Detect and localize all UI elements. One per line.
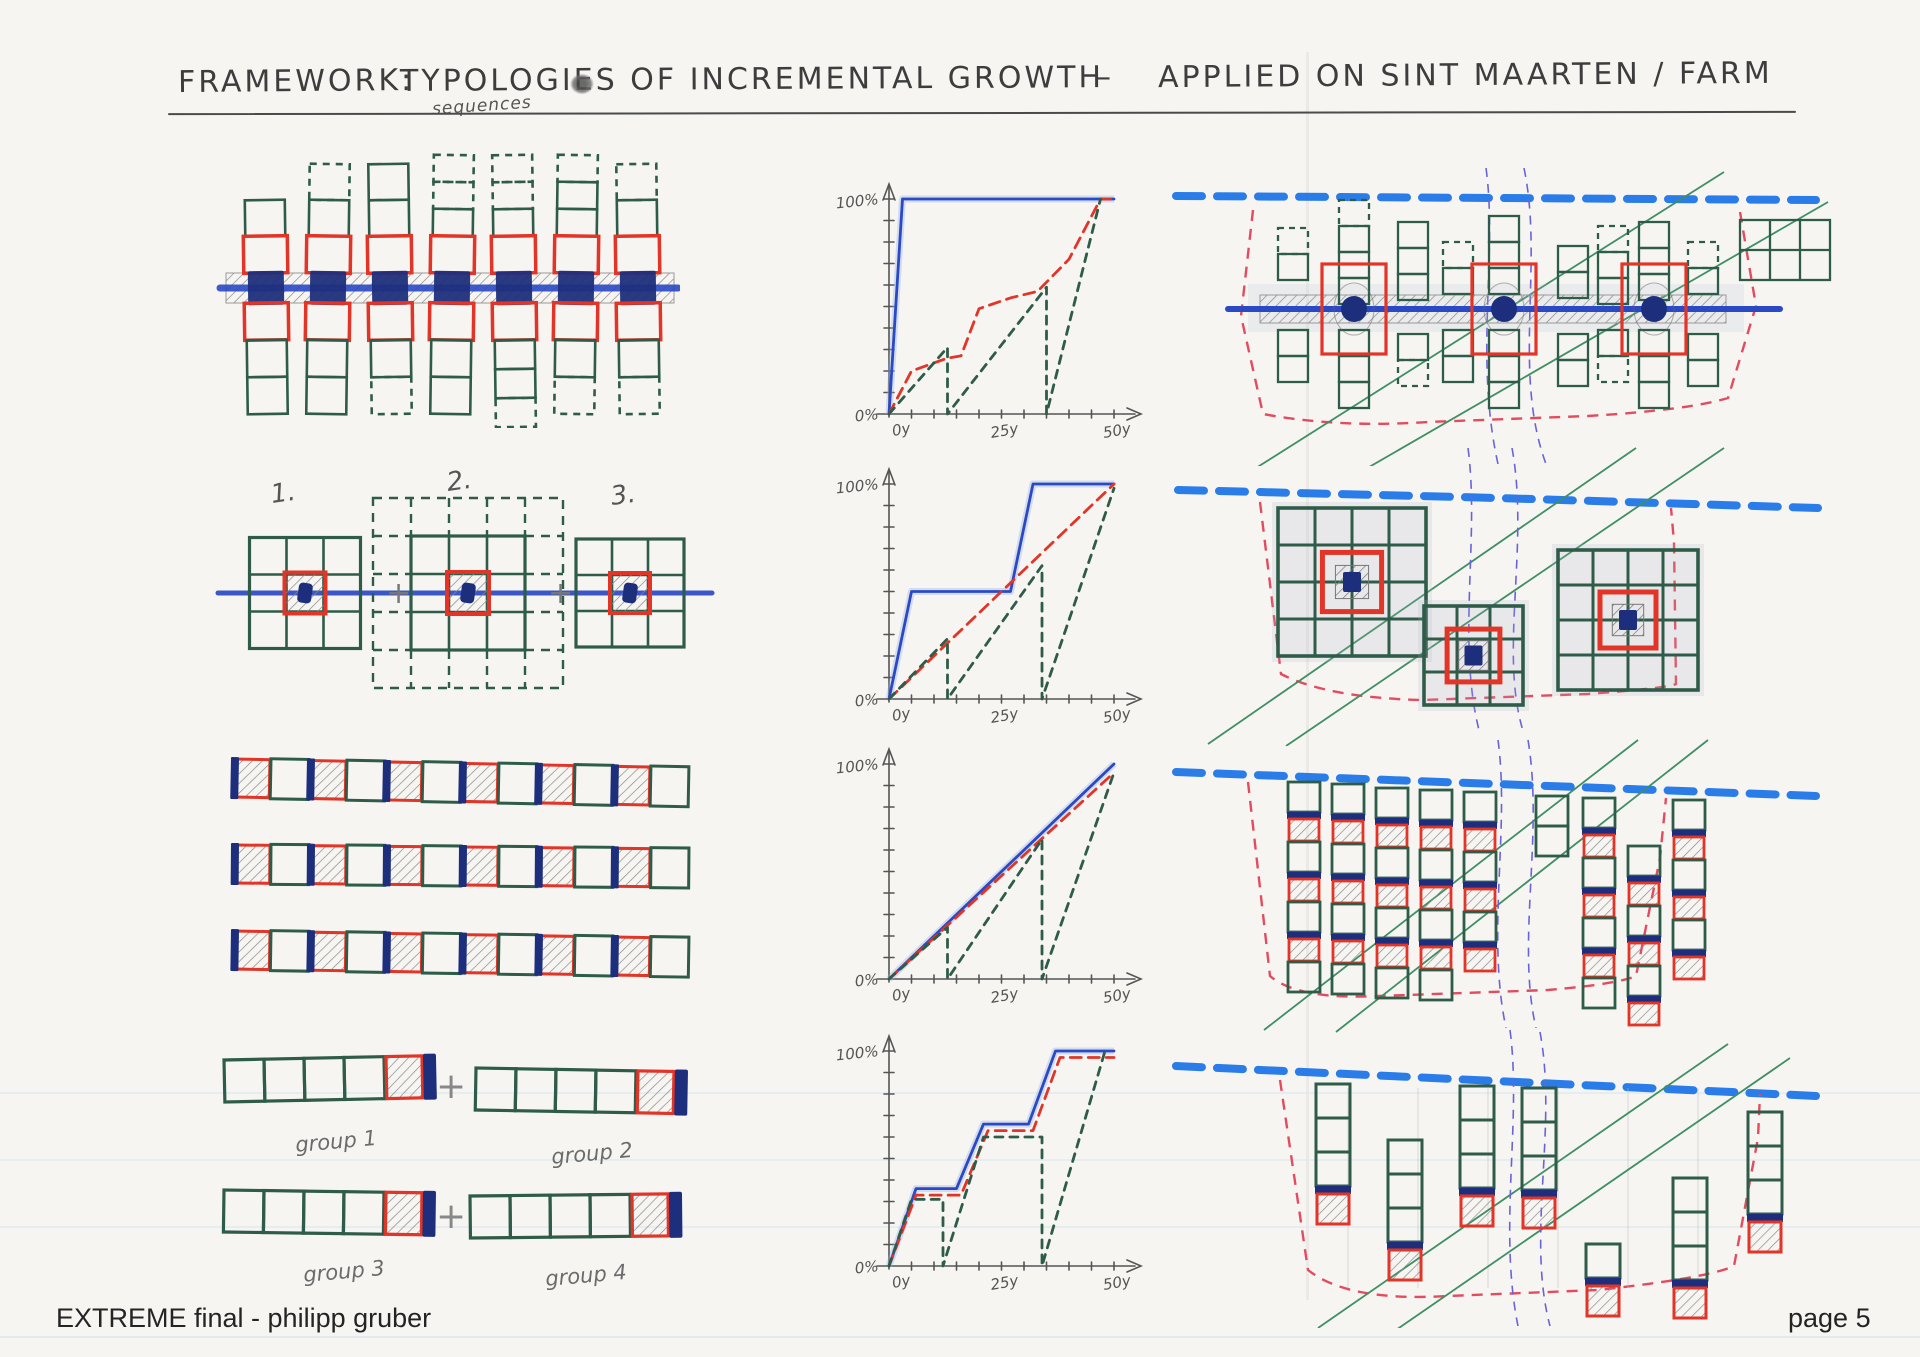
typology-3-sketch <box>215 738 720 998</box>
svg-text:50y: 50y <box>1102 704 1134 727</box>
svg-text:25y: 25y <box>989 1271 1021 1294</box>
ruled-line <box>0 1336 1920 1338</box>
svg-text:0y: 0y <box>891 1271 913 1292</box>
svg-text:0%: 0% <box>854 690 880 710</box>
svg-text:group 3: group 3 <box>302 1256 385 1287</box>
growth-graph-2: 100% 0% 0y 25y 50y <box>835 441 1165 741</box>
typology-2-sketch: 1. 2. 3. + + <box>210 461 720 711</box>
title-dash: – <box>1096 60 1114 95</box>
svg-text:1.: 1. <box>269 477 298 510</box>
svg-text:50y: 50y <box>1102 419 1134 442</box>
svg-text:25y: 25y <box>989 419 1021 442</box>
svg-text:group 1: group 1 <box>294 1126 377 1157</box>
svg-text:3.: 3. <box>609 479 638 512</box>
svg-text:0%: 0% <box>854 405 880 425</box>
title-main: TYPOLOGIES OF INCREMENTAL GROWTH <box>399 60 1105 99</box>
svg-text:group 4: group 4 <box>544 1260 627 1291</box>
title-suffix: APPLIED ON SINT MAARTEN / FARM <box>1157 55 1773 96</box>
typology-4-sketch: group 1 group 2 group 3 group 4 + + <box>208 1024 738 1304</box>
svg-text:0y: 0y <box>891 704 913 725</box>
growth-graph-1: 100% 0% 0y 25y 50y <box>835 156 1165 456</box>
svg-text:100%: 100% <box>835 1042 879 1064</box>
siteplan-2-sketch <box>1168 446 1832 746</box>
svg-text:+: + <box>548 576 573 611</box>
svg-text:100%: 100% <box>835 755 879 777</box>
svg-text:2.: 2. <box>445 465 474 498</box>
typology-1-sketch <box>210 148 680 428</box>
svg-text:50y: 50y <box>1102 984 1134 1007</box>
svg-text:25y: 25y <box>989 984 1021 1007</box>
footer-page-number: page 5 <box>1788 1303 1871 1333</box>
title-prefix: FRAMEWORK: <box>177 62 415 101</box>
svg-text:0%: 0% <box>854 1257 880 1277</box>
svg-text:+: + <box>436 1066 466 1107</box>
ruled-line <box>0 1159 1920 1161</box>
svg-text:0%: 0% <box>854 970 880 990</box>
svg-text:50y: 50y <box>1102 1271 1134 1294</box>
svg-text:0y: 0y <box>891 984 913 1005</box>
svg-text:group 2: group 2 <box>550 1138 633 1169</box>
svg-text:25y: 25y <box>989 704 1021 727</box>
svg-text:+: + <box>386 576 411 611</box>
footer-author: EXTREME final - philipp gruber <box>56 1303 432 1333</box>
growth-graph-3: 100% 0% 0y 25y 50y <box>835 721 1165 1021</box>
svg-text:100%: 100% <box>835 475 879 497</box>
svg-text:0y: 0y <box>891 419 913 440</box>
title-underline <box>167 110 1797 116</box>
siteplan-1-sketch <box>1168 166 1832 466</box>
ink-scribble <box>566 70 598 98</box>
svg-text:+: + <box>436 1196 466 1237</box>
svg-text:100%: 100% <box>835 190 879 212</box>
growth-graph-4: 100% 0% 0y 25y 50y <box>835 1008 1165 1308</box>
ruled-line <box>0 1092 1920 1094</box>
siteplan-3-sketch <box>1168 738 1832 1038</box>
ruled-line <box>0 1226 1920 1228</box>
siteplan-4-sketch <box>1168 1028 1832 1328</box>
